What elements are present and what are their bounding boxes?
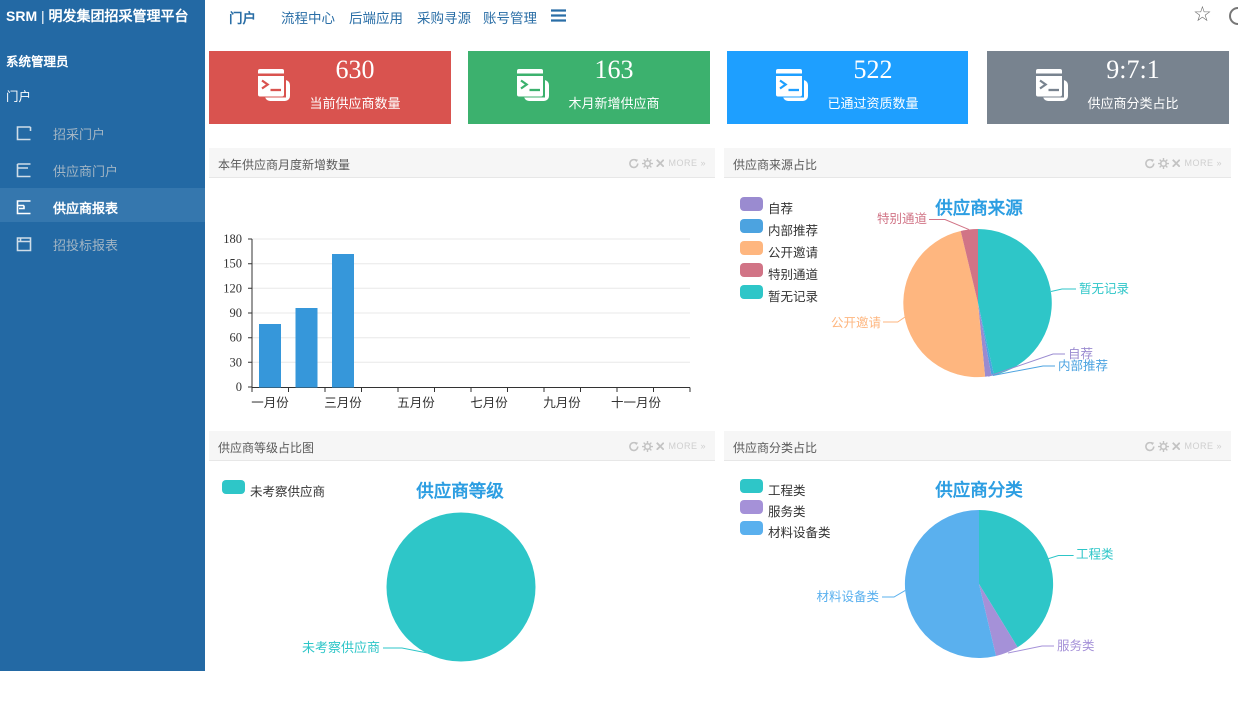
svg-text:十一月份: 十一月份 (611, 396, 662, 410)
svg-text:30: 30 (230, 355, 243, 369)
svg-text:自荐: 自荐 (1068, 347, 1093, 361)
svg-text:七月份: 七月份 (470, 396, 508, 410)
svg-text:暂无记录: 暂无记录 (1079, 282, 1129, 296)
svg-text:120: 120 (223, 281, 242, 295)
svg-text:90: 90 (230, 306, 243, 320)
svg-text:一月份: 一月份 (251, 396, 289, 410)
svg-text:九月份: 九月份 (543, 396, 581, 410)
svg-text:三月份: 三月份 (324, 396, 362, 410)
svg-text:150: 150 (223, 257, 242, 271)
svg-text:未考察供应商: 未考察供应商 (302, 640, 380, 655)
svg-text:0: 0 (236, 380, 242, 394)
svg-text:180: 180 (223, 232, 242, 246)
svg-text:公开邀请: 公开邀请 (831, 315, 881, 330)
svg-text:特别通道: 特别通道 (877, 211, 928, 226)
svg-text:工程类: 工程类 (1076, 547, 1114, 562)
svg-text:60: 60 (230, 331, 243, 345)
svg-text:材料设备类: 材料设备类 (816, 589, 879, 604)
svg-text:服务类: 服务类 (1057, 638, 1095, 653)
svg-text:内部推荐: 内部推荐 (1058, 358, 1108, 373)
svg-text:五月份: 五月份 (397, 396, 435, 410)
